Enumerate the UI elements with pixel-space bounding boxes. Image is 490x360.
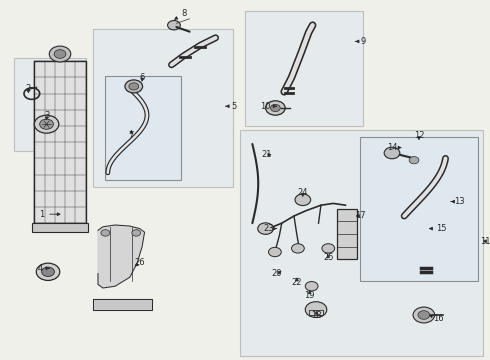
Circle shape (418, 311, 430, 319)
Circle shape (266, 101, 285, 115)
Text: 21: 21 (262, 150, 272, 159)
Bar (337, 209, 357, 259)
Circle shape (40, 119, 53, 129)
Circle shape (270, 104, 280, 112)
Bar (32, 223, 88, 232)
Text: 2: 2 (26, 84, 31, 93)
Text: 16: 16 (430, 314, 444, 323)
Circle shape (129, 83, 139, 90)
Text: 20: 20 (271, 269, 282, 278)
Text: 10: 10 (260, 102, 276, 111)
Text: 9: 9 (355, 37, 366, 46)
Circle shape (125, 80, 143, 93)
Circle shape (305, 302, 327, 318)
Text: 1: 1 (39, 210, 60, 219)
Circle shape (36, 263, 60, 280)
Text: 14: 14 (387, 143, 401, 152)
Text: 23: 23 (263, 224, 277, 233)
Text: 19: 19 (304, 291, 315, 300)
Text: 15: 15 (430, 224, 446, 233)
Circle shape (409, 157, 419, 164)
Bar (34, 61, 86, 223)
Circle shape (42, 267, 54, 276)
Circle shape (269, 247, 281, 257)
Circle shape (292, 244, 304, 253)
Text: 26: 26 (134, 258, 145, 267)
Text: 7: 7 (129, 130, 134, 139)
Circle shape (49, 46, 71, 62)
Text: 13: 13 (451, 197, 465, 206)
Circle shape (258, 223, 273, 234)
Circle shape (132, 230, 141, 236)
Circle shape (413, 307, 435, 323)
Text: 25: 25 (323, 253, 334, 262)
Circle shape (295, 194, 311, 206)
Polygon shape (93, 299, 152, 310)
Text: 24: 24 (297, 188, 308, 197)
Bar (105, 76, 181, 180)
Bar (360, 137, 478, 281)
Circle shape (34, 115, 59, 133)
Text: 18: 18 (311, 310, 321, 320)
Text: 17: 17 (355, 211, 366, 220)
Circle shape (305, 282, 318, 291)
Bar (14, 58, 86, 151)
Text: 3: 3 (44, 111, 49, 120)
Circle shape (54, 50, 66, 58)
Bar (245, 11, 363, 126)
Text: 6: 6 (140, 73, 145, 82)
Polygon shape (98, 225, 145, 288)
Text: 8: 8 (175, 9, 186, 19)
Text: 11: 11 (480, 237, 490, 246)
Circle shape (168, 21, 180, 30)
Text: 5: 5 (226, 102, 237, 111)
Circle shape (384, 147, 400, 159)
Bar (93, 29, 233, 187)
Text: 12: 12 (414, 130, 424, 139)
Circle shape (101, 230, 110, 236)
Circle shape (322, 244, 335, 253)
Text: 4: 4 (38, 264, 49, 273)
Bar (240, 130, 483, 356)
Bar (309, 310, 323, 315)
Text: 22: 22 (292, 278, 302, 287)
